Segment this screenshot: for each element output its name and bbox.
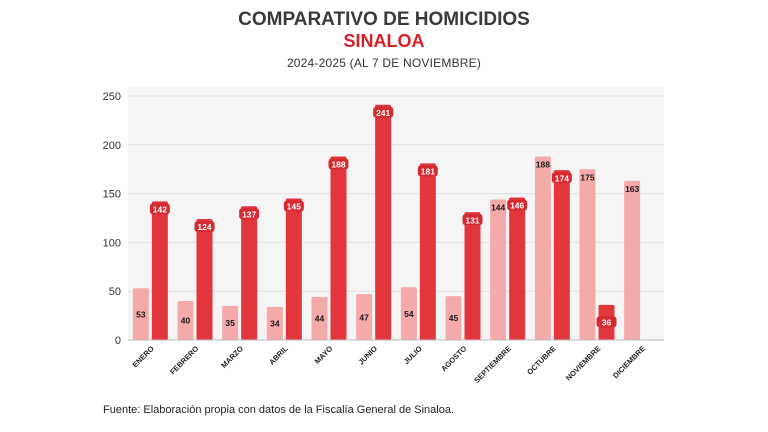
- chart-region: SINALOA: [343, 31, 425, 51]
- data-label: 163: [625, 184, 639, 194]
- bar-series-2: [464, 212, 481, 340]
- x-tick-label: NOVIEMBRE: [564, 344, 602, 382]
- data-label-bg: [239, 208, 260, 220]
- data-label: 34: [270, 319, 280, 329]
- x-tick-label: OCTUBRE: [525, 344, 558, 377]
- data-label: 174: [555, 173, 569, 183]
- bar-series-1: [624, 180, 641, 340]
- data-label: 47: [359, 312, 369, 322]
- data-label: 181: [421, 167, 435, 177]
- data-label: 44: [315, 314, 325, 324]
- plot-background: [128, 87, 664, 340]
- data-label-bg: [149, 203, 170, 215]
- bar-series-2: [196, 218, 213, 340]
- gridlines: [128, 95, 664, 292]
- data-label: 36: [602, 318, 612, 328]
- bar-series-2: [553, 170, 570, 340]
- data-label: 131: [465, 215, 479, 225]
- data-label: 146: [510, 201, 524, 211]
- data-label: 142: [153, 205, 167, 215]
- x-tick-label: JUNIO: [357, 344, 380, 367]
- bar-series-2: [285, 198, 302, 340]
- x-tick-label: AGOSTO: [439, 344, 468, 373]
- bars: [132, 104, 641, 340]
- data-label: 144: [491, 203, 505, 213]
- bar-series-2: [330, 156, 347, 340]
- bar-series-1: [177, 300, 194, 340]
- data-label: 40: [181, 316, 191, 326]
- bar-series-1: [579, 169, 596, 340]
- bar-series-1: [490, 199, 507, 340]
- bar-series-2: [241, 206, 258, 340]
- y-tick-label: 100: [103, 237, 121, 249]
- x-tick-label: JULIO: [402, 344, 424, 366]
- x-tick-label: ENERO: [131, 344, 156, 369]
- data-label: 35: [225, 318, 235, 328]
- data-label: 45: [449, 313, 459, 323]
- data-label: 175: [580, 172, 594, 182]
- y-tick-label: 150: [103, 189, 121, 201]
- y-axis: 0 50 100 150 200 250: [103, 91, 121, 347]
- bar-series-1: [534, 156, 551, 340]
- data-label: 124: [197, 222, 211, 232]
- chart-subtitle: 2024-2025 (AL 7 DE NOVIEMBRE): [286, 56, 482, 70]
- source-note: Fuente: Elaboración propia con datos de …: [103, 404, 454, 416]
- x-tick-label: MAYO: [313, 344, 335, 366]
- data-label-bg: [596, 316, 617, 328]
- y-tick-label: 50: [109, 286, 121, 298]
- data-label: 137: [242, 209, 256, 219]
- bar-series-2: [375, 104, 392, 340]
- bar-series-1: [356, 294, 373, 340]
- x-tick-label: FEBRERO: [168, 344, 200, 376]
- y-tick-label: 0: [115, 335, 121, 347]
- bar-series-2: [509, 197, 526, 340]
- data-label: 241: [376, 108, 390, 118]
- x-tick-label: SEPTIEMBRE: [472, 344, 513, 385]
- data-labels: 53 142 40 124 35 137 34 145 44 188 47 241 54 181 45 131…: [136, 106, 640, 329]
- bar-series-2: [151, 201, 168, 340]
- data-label-bg: [373, 106, 394, 118]
- data-label-bg: [417, 165, 438, 177]
- x-axis: ENERO FEBRERO MARZO ABRIL MAYO JUNIO JULIO AGOS…: [128, 339, 664, 385]
- data-label: 145: [287, 202, 301, 212]
- data-label-bg: [507, 199, 528, 211]
- bar-series-1: [222, 305, 239, 340]
- data-label-bg: [551, 172, 572, 184]
- data-label: 188: [536, 160, 550, 170]
- data-label-bg: [462, 214, 483, 226]
- bar-series-1: [445, 296, 462, 340]
- x-tick-label: DICIEMBRE: [611, 344, 647, 380]
- y-tick-label: 200: [103, 140, 121, 152]
- bar-series-1: [132, 288, 149, 340]
- bar-series-1: [400, 287, 417, 340]
- data-label-bg: [328, 158, 349, 170]
- bar-series-1: [311, 297, 328, 340]
- chart-title: COMPARATIVO DE HOMICIDIOS: [238, 9, 530, 30]
- data-label-bg: [283, 200, 304, 212]
- bar-series-1: [266, 306, 283, 340]
- data-label: 54: [404, 309, 414, 319]
- x-tick-label: ABRIL: [267, 344, 290, 367]
- data-label: 53: [136, 309, 146, 319]
- y-tick-label: 250: [103, 91, 121, 103]
- data-label: 188: [331, 160, 345, 170]
- x-tick-label: MARZO: [219, 344, 245, 370]
- bar-series-2: [419, 163, 436, 340]
- data-label-bg: [194, 220, 215, 232]
